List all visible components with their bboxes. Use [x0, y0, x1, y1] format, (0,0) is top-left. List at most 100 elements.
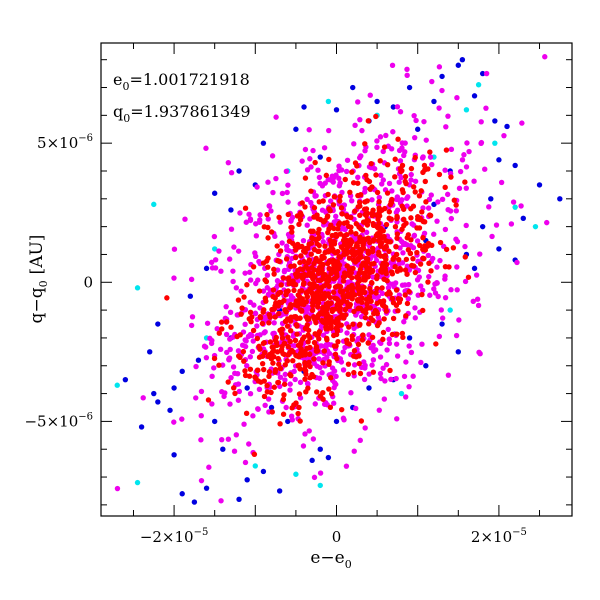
data-point [271, 384, 278, 390]
data-point [396, 256, 402, 263]
data-point [252, 250, 258, 256]
data-point [315, 300, 322, 306]
data-point [305, 339, 311, 345]
data-point [298, 346, 304, 352]
data-point [370, 245, 376, 252]
data-point [297, 379, 304, 386]
data-point [380, 260, 386, 267]
data-point [383, 304, 389, 310]
data-point [425, 166, 431, 172]
data-point [338, 205, 345, 211]
data-point [471, 265, 478, 272]
data-point [235, 297, 242, 303]
data-point [411, 233, 417, 239]
data-point [224, 349, 230, 356]
data-point [447, 307, 453, 313]
data-point [378, 243, 384, 249]
data-point [442, 184, 448, 191]
data-point [288, 217, 294, 223]
data-point [486, 204, 492, 210]
data-point [418, 359, 424, 366]
data-point [369, 184, 375, 190]
data-point [299, 272, 305, 278]
data-point [257, 315, 264, 321]
data-point [351, 348, 358, 354]
data-point [336, 167, 342, 174]
data-point [303, 290, 309, 296]
data-point [211, 365, 217, 371]
data-point [292, 254, 299, 261]
data-point [355, 283, 361, 289]
data-point [436, 171, 443, 178]
data-point [394, 353, 401, 359]
data-point [390, 256, 396, 262]
data-point [242, 270, 248, 276]
data-point [236, 168, 242, 174]
data-point [216, 248, 222, 254]
data-point [316, 174, 323, 181]
data-point [243, 219, 249, 225]
data-point [435, 199, 441, 205]
data-point [427, 292, 433, 298]
data-point [358, 192, 364, 198]
data-point [307, 335, 313, 341]
data-point [287, 371, 293, 378]
data-point [269, 349, 275, 356]
data-point [412, 269, 419, 276]
data-point [302, 325, 309, 332]
data-point [350, 246, 356, 253]
data-point [266, 369, 273, 375]
data-point [323, 335, 330, 341]
data-point [557, 196, 563, 202]
data-point [380, 177, 386, 183]
data-point [315, 167, 321, 173]
data-point [260, 309, 266, 315]
data-point [276, 361, 282, 367]
data-point [307, 363, 313, 370]
data-point [262, 277, 268, 283]
data-point [383, 237, 389, 244]
data-point [363, 172, 369, 179]
data-point [295, 363, 301, 369]
data-point [351, 362, 358, 368]
data-point [309, 235, 315, 241]
data-point [421, 219, 428, 225]
data-point [247, 331, 254, 338]
data-point [479, 223, 486, 230]
data-point [415, 126, 421, 132]
data-point [363, 229, 370, 236]
data-point [427, 212, 433, 218]
data-point [270, 189, 276, 196]
data-point [331, 400, 337, 406]
data-point [354, 297, 361, 303]
x-tick-label: 0 [332, 528, 342, 546]
data-point [337, 308, 343, 314]
data-point [316, 356, 322, 362]
data-point [386, 340, 393, 347]
data-point [402, 149, 408, 155]
data-point [297, 341, 304, 347]
data-point [324, 354, 330, 361]
data-point [322, 180, 328, 186]
data-point [333, 213, 339, 220]
data-point [333, 331, 340, 338]
data-point [227, 401, 233, 407]
data-point [325, 98, 332, 105]
data-point [411, 134, 418, 141]
data-point [285, 275, 292, 281]
data-point [293, 352, 299, 358]
data-point [483, 70, 490, 77]
data-point [355, 174, 361, 181]
data-point [308, 251, 314, 257]
data-point [325, 454, 332, 461]
data-point [293, 400, 299, 406]
data-point [362, 425, 368, 431]
data-point [374, 144, 380, 151]
data-point [262, 295, 269, 301]
data-point [428, 192, 434, 198]
data-point [501, 132, 507, 139]
data-point [334, 296, 341, 303]
data-point [283, 309, 289, 315]
data-point [273, 175, 279, 182]
data-point [394, 268, 401, 274]
